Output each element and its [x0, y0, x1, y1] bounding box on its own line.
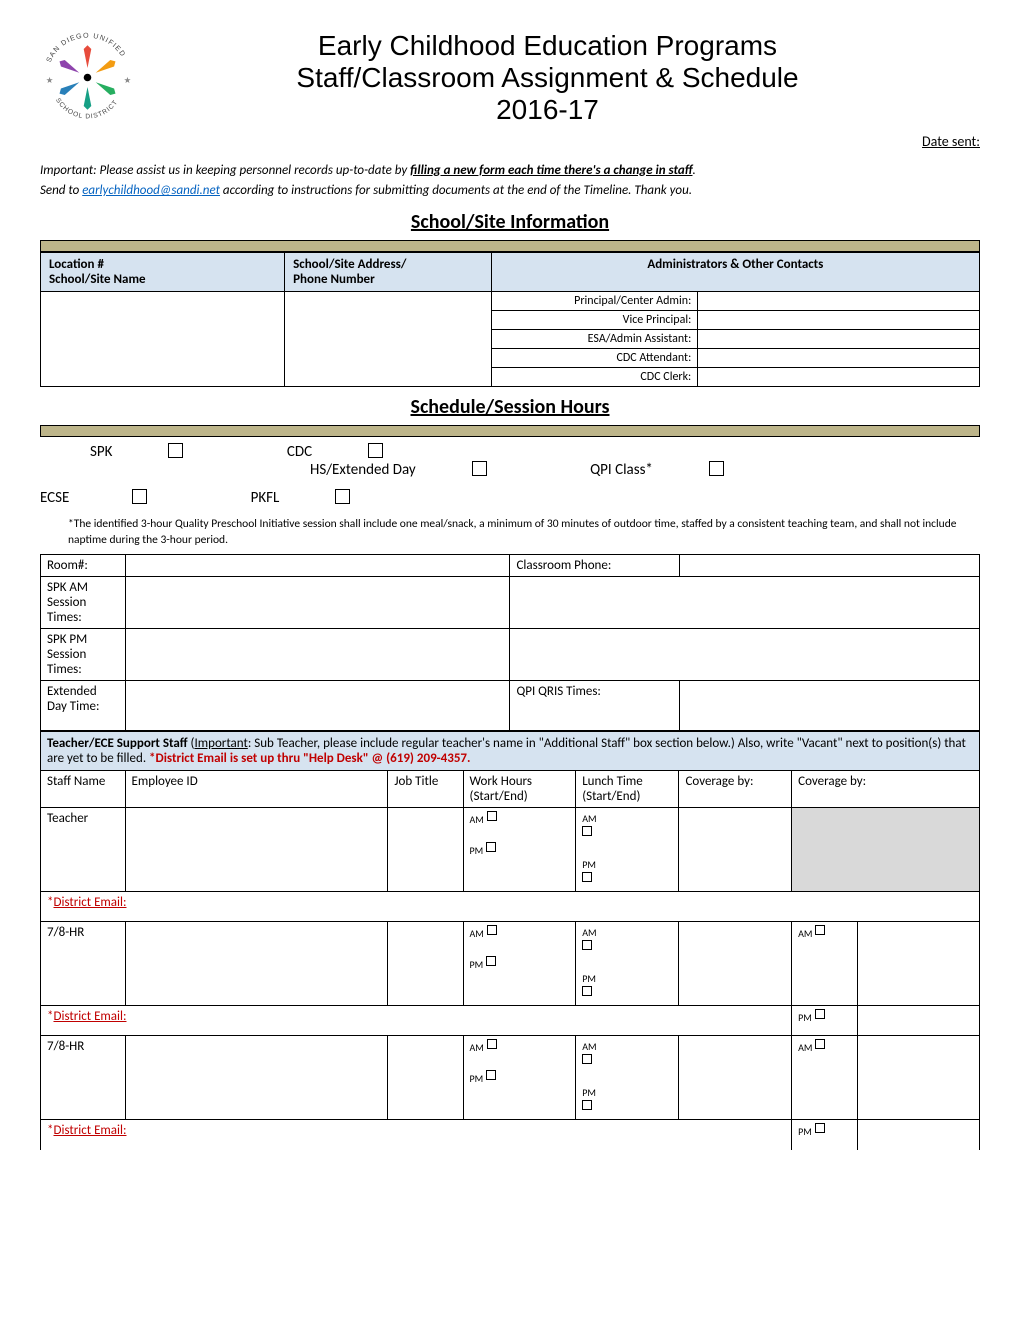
- section-heading-site: School/Site Information: [40, 210, 980, 234]
- email-link[interactable]: earlychildhood@sandi.net: [82, 183, 220, 198]
- page-title-2: Staff/Classroom Assignment & Schedule: [115, 62, 980, 94]
- district-email-link-2[interactable]: District Email: [53, 1009, 123, 1024]
- page-title-3: 2016-17: [115, 94, 980, 126]
- admin-cdc-att-input[interactable]: [698, 349, 980, 368]
- svg-text:★: ★: [46, 76, 54, 86]
- teacher-email-input[interactable]: [388, 892, 980, 922]
- hr1-lunch-am-cb[interactable]: [582, 940, 592, 950]
- hr1-work-pm-cb[interactable]: [486, 956, 496, 966]
- qpi-times-input[interactable]: [679, 681, 980, 731]
- send-to-note: Send to earlychildhood@sandi.net accordi…: [40, 183, 980, 198]
- admin-cdc-clerk-input[interactable]: [698, 368, 980, 387]
- cdc-checkbox[interactable]: [368, 443, 383, 458]
- hr2-job[interactable]: [388, 1036, 463, 1120]
- room-input[interactable]: [125, 555, 510, 577]
- teacher-work-pm-cb[interactable]: [486, 842, 496, 852]
- important-note: Important: Please assist us in keeping p…: [40, 162, 980, 180]
- teacher-lunch-pm-cb[interactable]: [582, 872, 592, 882]
- teacher-cov1[interactable]: [679, 808, 792, 892]
- hr1-job[interactable]: [388, 922, 463, 1006]
- teacher-empid[interactable]: [125, 808, 388, 892]
- location-cell[interactable]: [41, 292, 285, 387]
- sdusd-logo: SAN DIEGO UNIFIED SCHOOL DISTRICT ★ ★: [40, 30, 135, 125]
- hr2-empid[interactable]: [125, 1036, 388, 1120]
- date-sent-label: Date sent:: [40, 133, 980, 150]
- admin-vp-input[interactable]: [698, 311, 980, 330]
- hr2-work-am-cb[interactable]: [487, 1039, 497, 1049]
- khaki-bar-1: [40, 240, 980, 252]
- hr2-label: 7/8-HR: [41, 1036, 126, 1120]
- ext-day-input[interactable]: [125, 681, 510, 731]
- teacher-lunch-am-cb[interactable]: [582, 826, 592, 836]
- hr2-cov2-am-cb[interactable]: [815, 1039, 825, 1049]
- spk-pm-extra[interactable]: [510, 629, 980, 681]
- hr1-lunch-pm-cb[interactable]: [582, 986, 592, 996]
- checkbox-row-1: SPK CDC HS/Extended Day QPI Class*: [40, 437, 980, 483]
- teacher-job[interactable]: [388, 808, 463, 892]
- admin-principal-input[interactable]: [698, 292, 980, 311]
- qpi-footnote: *The identified 3-hour Quality Preschool…: [40, 511, 980, 554]
- hr1-empid[interactable]: [125, 922, 388, 1006]
- hr2-cov2[interactable]: [857, 1036, 979, 1120]
- hr1-cov2-b[interactable]: [857, 1006, 979, 1036]
- hr2-lunch-am-cb[interactable]: [582, 1054, 592, 1064]
- hr2-email-input[interactable]: [388, 1120, 792, 1150]
- site-info-table: Location # School/Site Name School/Site …: [40, 252, 980, 387]
- admin-esa-input[interactable]: [698, 330, 980, 349]
- hs-checkbox[interactable]: [472, 461, 487, 476]
- svg-text:★: ★: [124, 76, 132, 86]
- spk-checkbox[interactable]: [168, 443, 183, 458]
- district-email-link-1[interactable]: District Email: [53, 895, 123, 910]
- hr1-cov1[interactable]: [679, 922, 792, 1006]
- qpi-checkbox[interactable]: [709, 461, 724, 476]
- hr2-cov2-pm-cb[interactable]: [815, 1123, 825, 1133]
- checkbox-row-2: ECSE PKFL: [40, 483, 980, 511]
- hr1-email-input[interactable]: [388, 1006, 792, 1036]
- hr2-work-pm-cb[interactable]: [486, 1070, 496, 1080]
- hr1-work-am-cb[interactable]: [487, 925, 497, 935]
- spk-pm-input[interactable]: [125, 629, 510, 681]
- staff-table: Teacher/ECE Support Staff (Important: Su…: [40, 731, 980, 1150]
- spk-am-input[interactable]: [125, 577, 510, 629]
- teacher-cov2-grey: [792, 808, 980, 892]
- spk-am-extra[interactable]: [510, 577, 980, 629]
- hr1-cov2-am-cb[interactable]: [815, 925, 825, 935]
- hr1-cov2[interactable]: [857, 922, 979, 1006]
- district-email-link-3[interactable]: District Email: [53, 1123, 123, 1138]
- khaki-bar-2: [40, 425, 980, 437]
- hr1-label: 7/8-HR: [41, 922, 126, 1006]
- hr2-cov2-b[interactable]: [857, 1120, 979, 1150]
- teacher-work-am-cb[interactable]: [487, 811, 497, 821]
- ecse-checkbox[interactable]: [132, 489, 147, 504]
- schedule-table: Room#: Classroom Phone: SPK AM Session T…: [40, 554, 980, 731]
- hr2-lunch-pm-cb[interactable]: [582, 1100, 592, 1110]
- pkfl-checkbox[interactable]: [335, 489, 350, 504]
- hr2-cov1[interactable]: [679, 1036, 792, 1120]
- teacher-label: Teacher: [41, 808, 126, 892]
- section-heading-schedule: Schedule/Session Hours: [40, 395, 980, 419]
- address-cell[interactable]: [285, 292, 492, 387]
- page-title-1: Early Childhood Education Programs: [115, 30, 980, 62]
- classroom-phone-input[interactable]: [679, 555, 980, 577]
- hr1-cov2-pm-cb[interactable]: [815, 1009, 825, 1019]
